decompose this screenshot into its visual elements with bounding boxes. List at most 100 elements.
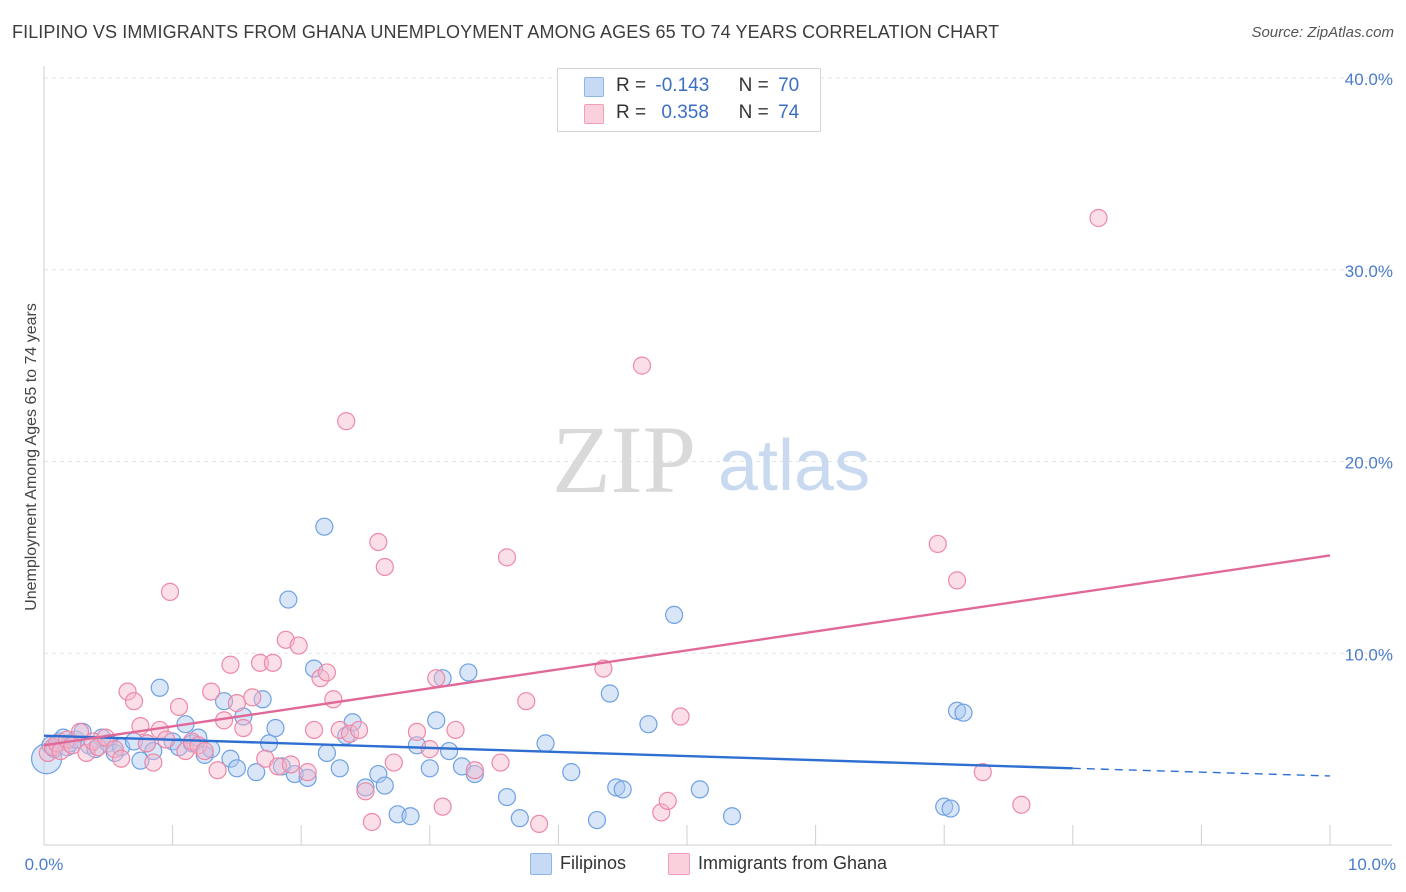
ghana-point [491, 753, 510, 772]
legend-r-label: R = [616, 75, 647, 96]
ghana-point [137, 734, 156, 753]
ghana-point [234, 718, 253, 738]
legend-r-value: 0.358 [661, 102, 709, 123]
ghana-point [369, 532, 388, 552]
legend-n-label: N = [738, 102, 769, 123]
ghana-point [671, 707, 690, 726]
filipino-point [401, 807, 420, 826]
bottom-legend-label-filipinos: Filipinos [560, 853, 627, 873]
ghana-point [973, 763, 992, 782]
filipino-point [722, 807, 742, 826]
ghana-trend-line [43, 554, 1331, 747]
ghana-point [362, 812, 382, 832]
ghana-point [169, 697, 189, 717]
bottom-legend-swatch-filipinos [530, 853, 552, 875]
y-tick-labels: 10.0% 20.0% 30.0% 40.0% [1345, 70, 1393, 664]
ghana-point [330, 720, 349, 740]
filipino-point [266, 718, 285, 738]
ghana-point [530, 814, 549, 834]
ghana-point [289, 636, 308, 655]
y-axis-label: Unemployment Among Ages 65 to 74 years [23, 303, 40, 611]
ghana-point [433, 797, 452, 816]
y-tick-label: 30.0% [1345, 262, 1393, 281]
ghana-point [517, 692, 536, 711]
ghana-point [112, 749, 131, 768]
filipino-point [510, 809, 529, 828]
filipino-point [317, 743, 337, 763]
ghana-point [1089, 208, 1108, 228]
filipino-point [150, 678, 169, 697]
filipino-point [315, 517, 334, 536]
ghana-point [407, 722, 427, 741]
filipino-point [369, 764, 388, 784]
x-tick-labels: 0.0% 10.0% [25, 855, 1396, 874]
ghana-point [77, 743, 96, 763]
correlation-legend: R = -0.143 N = 70 R = 0.358 N = 74 [557, 68, 821, 132]
ghana-point [298, 763, 317, 782]
ghana-point [928, 534, 947, 554]
filipino-point [607, 778, 626, 797]
ghana-point [195, 741, 214, 761]
filipinos-trend-line [43, 734, 1073, 770]
ghana-point [427, 669, 446, 688]
ghana-point [250, 653, 270, 672]
ghana-point [263, 653, 283, 672]
filipino-point [562, 763, 581, 782]
filipino-point [639, 715, 658, 734]
ghana-point [202, 682, 221, 701]
legend-n-value: 74 [778, 102, 800, 123]
ghana-point [1012, 795, 1031, 814]
chart-title: FILIPINO VS IMMIGRANTS FROM GHANA UNEMPL… [12, 22, 1000, 42]
ghana-points [38, 208, 1108, 834]
legend-r-value: -0.143 [655, 75, 710, 96]
ghana-point [317, 663, 337, 682]
ghana-point [465, 761, 484, 780]
watermark-zip: ZIP [552, 406, 696, 513]
filipino-point [227, 759, 246, 778]
ghana-point [160, 582, 180, 601]
ghana-point [337, 412, 356, 431]
ghana-point [124, 692, 144, 711]
filipino-point [459, 663, 478, 682]
legend-swatch-ghana [584, 104, 604, 124]
filipino-point [465, 764, 484, 784]
watermark-atlas: atlas [718, 426, 870, 506]
ghana-point [304, 720, 324, 740]
y-tick-label: 40.0% [1345, 70, 1393, 89]
legend-n-value: 70 [778, 75, 800, 96]
ghana-point [227, 694, 246, 713]
filipino-point [587, 810, 607, 830]
axes [43, 66, 1392, 846]
ghana-point [632, 356, 652, 375]
filipino-point [330, 759, 349, 778]
ghana-point [356, 782, 375, 801]
filipino-point [690, 780, 709, 799]
ghana-point [144, 753, 163, 772]
ghana-point [497, 548, 517, 567]
bottom-legend-label-ghana: Immigrants from Ghana [698, 853, 888, 873]
ghana-point [221, 655, 240, 674]
filipino-point [935, 797, 954, 816]
ghana-point [446, 720, 465, 740]
filipino-point [247, 763, 266, 782]
filipino-point [298, 768, 317, 787]
ghana-point [105, 740, 124, 759]
y-tick-label: 20.0% [1345, 454, 1393, 473]
x-tick-label: 10.0% [1348, 855, 1396, 874]
legend-r-label: R = [616, 102, 647, 123]
ghana-point [281, 755, 301, 774]
filipino-point [536, 734, 555, 753]
y-tick-label: 10.0% [1345, 645, 1393, 664]
filipino-point [665, 605, 684, 625]
filipino-point [279, 590, 298, 609]
bottom-legend-swatch-ghana [668, 853, 690, 875]
ghana-point [340, 724, 360, 743]
x-tick-label: 0.0% [25, 855, 64, 874]
filipino-point [613, 780, 632, 799]
filipino-point [420, 759, 439, 778]
ghana-point [324, 690, 343, 709]
ghana-point [947, 571, 967, 590]
ghana-point [349, 720, 369, 740]
ghana-point [243, 688, 262, 707]
